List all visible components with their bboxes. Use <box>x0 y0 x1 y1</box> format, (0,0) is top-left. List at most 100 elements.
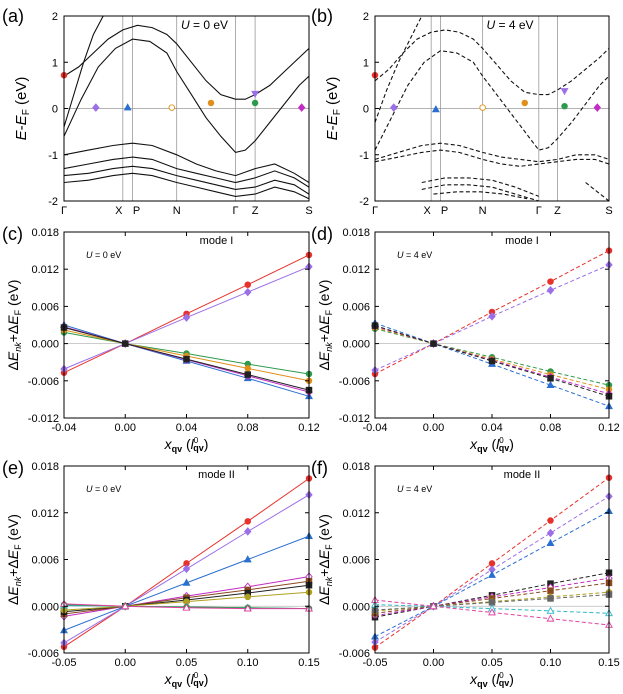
y-tick-label: 0.006 <box>342 301 370 313</box>
data-point <box>488 570 496 578</box>
panel-title: mode I <box>505 235 539 247</box>
panel-subtitle: U = 0 eV <box>86 484 121 494</box>
y-axis-label: E-EF (eV) <box>324 77 343 141</box>
series-line <box>374 264 610 371</box>
y-tick-label: -0.006 <box>339 376 370 388</box>
band-line <box>375 29 609 96</box>
band-line <box>64 156 309 188</box>
y-tick-label: 0.000 <box>342 339 370 351</box>
data-point <box>243 555 252 563</box>
data-point <box>546 538 555 546</box>
panel-subtitle: U = 0 eV <box>86 250 121 260</box>
x-tick-label: 0.10 <box>237 657 258 669</box>
panel-title: mode II <box>198 469 235 481</box>
data-point <box>182 564 191 574</box>
panel-letter: (f) <box>311 458 328 478</box>
y-tick-label: 1 <box>363 57 369 69</box>
y-tick-label: 0.006 <box>31 301 59 313</box>
data-point <box>121 340 129 347</box>
x-tick-label: -0.05 <box>51 657 76 669</box>
kpoint-label: X <box>115 205 123 217</box>
kpoint-label: Z <box>252 205 259 217</box>
y-tick-label: 0.006 <box>31 555 59 567</box>
x-tick-label: -0.04 <box>362 422 387 434</box>
x-tick-label: -0.05 <box>362 657 387 669</box>
data-point <box>244 593 251 601</box>
band-marker <box>207 99 215 107</box>
y-tick-label: -1 <box>48 150 58 162</box>
x-tick-label: 0.04 <box>481 422 502 434</box>
y-tick-label: 2 <box>363 11 369 23</box>
data-point <box>546 285 555 295</box>
series-line <box>374 325 610 397</box>
y-tick-label: 0.000 <box>31 601 59 613</box>
series-violet <box>60 490 313 648</box>
y-tick-label: 0.018 <box>31 227 59 239</box>
kpoint-label: X <box>423 205 431 217</box>
band-line <box>375 149 609 167</box>
data-point <box>244 518 251 525</box>
data-point <box>546 606 555 614</box>
panel-letter: (e) <box>2 458 24 478</box>
y-tick-label: -2 <box>359 196 369 208</box>
band-line <box>64 24 309 100</box>
data-point <box>243 604 252 612</box>
axes-frame <box>374 465 610 654</box>
data-point <box>182 313 191 322</box>
band-line <box>64 142 309 183</box>
data-point <box>244 281 251 288</box>
y-axis-label: ΔEnk+ΔEF (eV) <box>316 280 334 371</box>
band-marker <box>479 104 486 111</box>
x-tick-label: 0.10 <box>540 657 561 669</box>
data-point <box>547 278 554 285</box>
y-tick-label: 0.012 <box>342 264 370 276</box>
data-point <box>244 527 252 536</box>
data-point <box>546 380 555 388</box>
data-point <box>488 312 496 321</box>
data-point <box>547 517 554 524</box>
x-axis-label: xqv (l0 qv) <box>469 436 514 454</box>
band-marker <box>297 103 306 112</box>
panel-letter: (c) <box>2 224 23 244</box>
y-tick-label: 2 <box>52 11 58 23</box>
y-tick-label: -0.006 <box>339 648 370 660</box>
kpoint-label: Γ <box>372 205 378 217</box>
x-tick-label: 0.08 <box>540 422 561 434</box>
panel-title: mode II <box>504 469 541 481</box>
data-point <box>121 601 130 610</box>
kpoint-label: Z <box>554 205 561 217</box>
band-panel-a: -2 -1 0 1 2 Γ X P N Γ Z S (a) U = 0 eV E-EF (eV) <box>2 6 313 217</box>
data-point <box>183 355 190 363</box>
y-tick-label: -0.006 <box>28 376 59 388</box>
data-point <box>488 357 496 365</box>
panel-letter: (d) <box>311 224 333 244</box>
kpoint-label: S <box>305 205 312 217</box>
kpoint-label: N <box>479 205 487 217</box>
y-axis-label: ΔEnk+ΔEF (eV) <box>5 514 23 605</box>
y-tick-label: 0.012 <box>342 508 370 520</box>
line-panel-e: -0.006 0.000 0.006 0.012 0.018 -0.05 0.00 0.05 0… <box>2 458 320 689</box>
y-tick-label: -0.012 <box>28 413 59 425</box>
y-tick-label: 0.006 <box>342 555 370 567</box>
panel-title: U = 0 eV <box>181 18 228 32</box>
data-point <box>488 608 496 616</box>
kpoint-label: Γ <box>232 205 238 217</box>
y-axis-label: ΔEnk+ΔEF (eV) <box>316 514 334 605</box>
kpoint-label: Γ <box>536 205 542 217</box>
data-point <box>429 601 438 610</box>
data-point <box>182 603 191 611</box>
band-line <box>433 191 528 200</box>
x-tick-label: 0.15 <box>298 657 319 669</box>
series-blue <box>371 506 613 640</box>
data-point <box>430 340 437 347</box>
kpoint-label: Γ <box>61 205 67 217</box>
band-line <box>421 184 539 201</box>
line-panel-f: -0.006 0.000 0.006 0.012 0.018 -0.05 0.00 0.05 0… <box>311 458 620 689</box>
panel-subtitle: U = 4 eV <box>397 250 432 260</box>
band-line <box>64 16 104 128</box>
x-tick-label: 0.05 <box>481 657 502 669</box>
line-panel-c: -0.012 -0.006 0.000 0.006 0.012 0.018 -0.04 0.0… <box>2 224 320 454</box>
y-tick-label: 0.018 <box>31 461 59 473</box>
band-marker <box>431 105 440 113</box>
